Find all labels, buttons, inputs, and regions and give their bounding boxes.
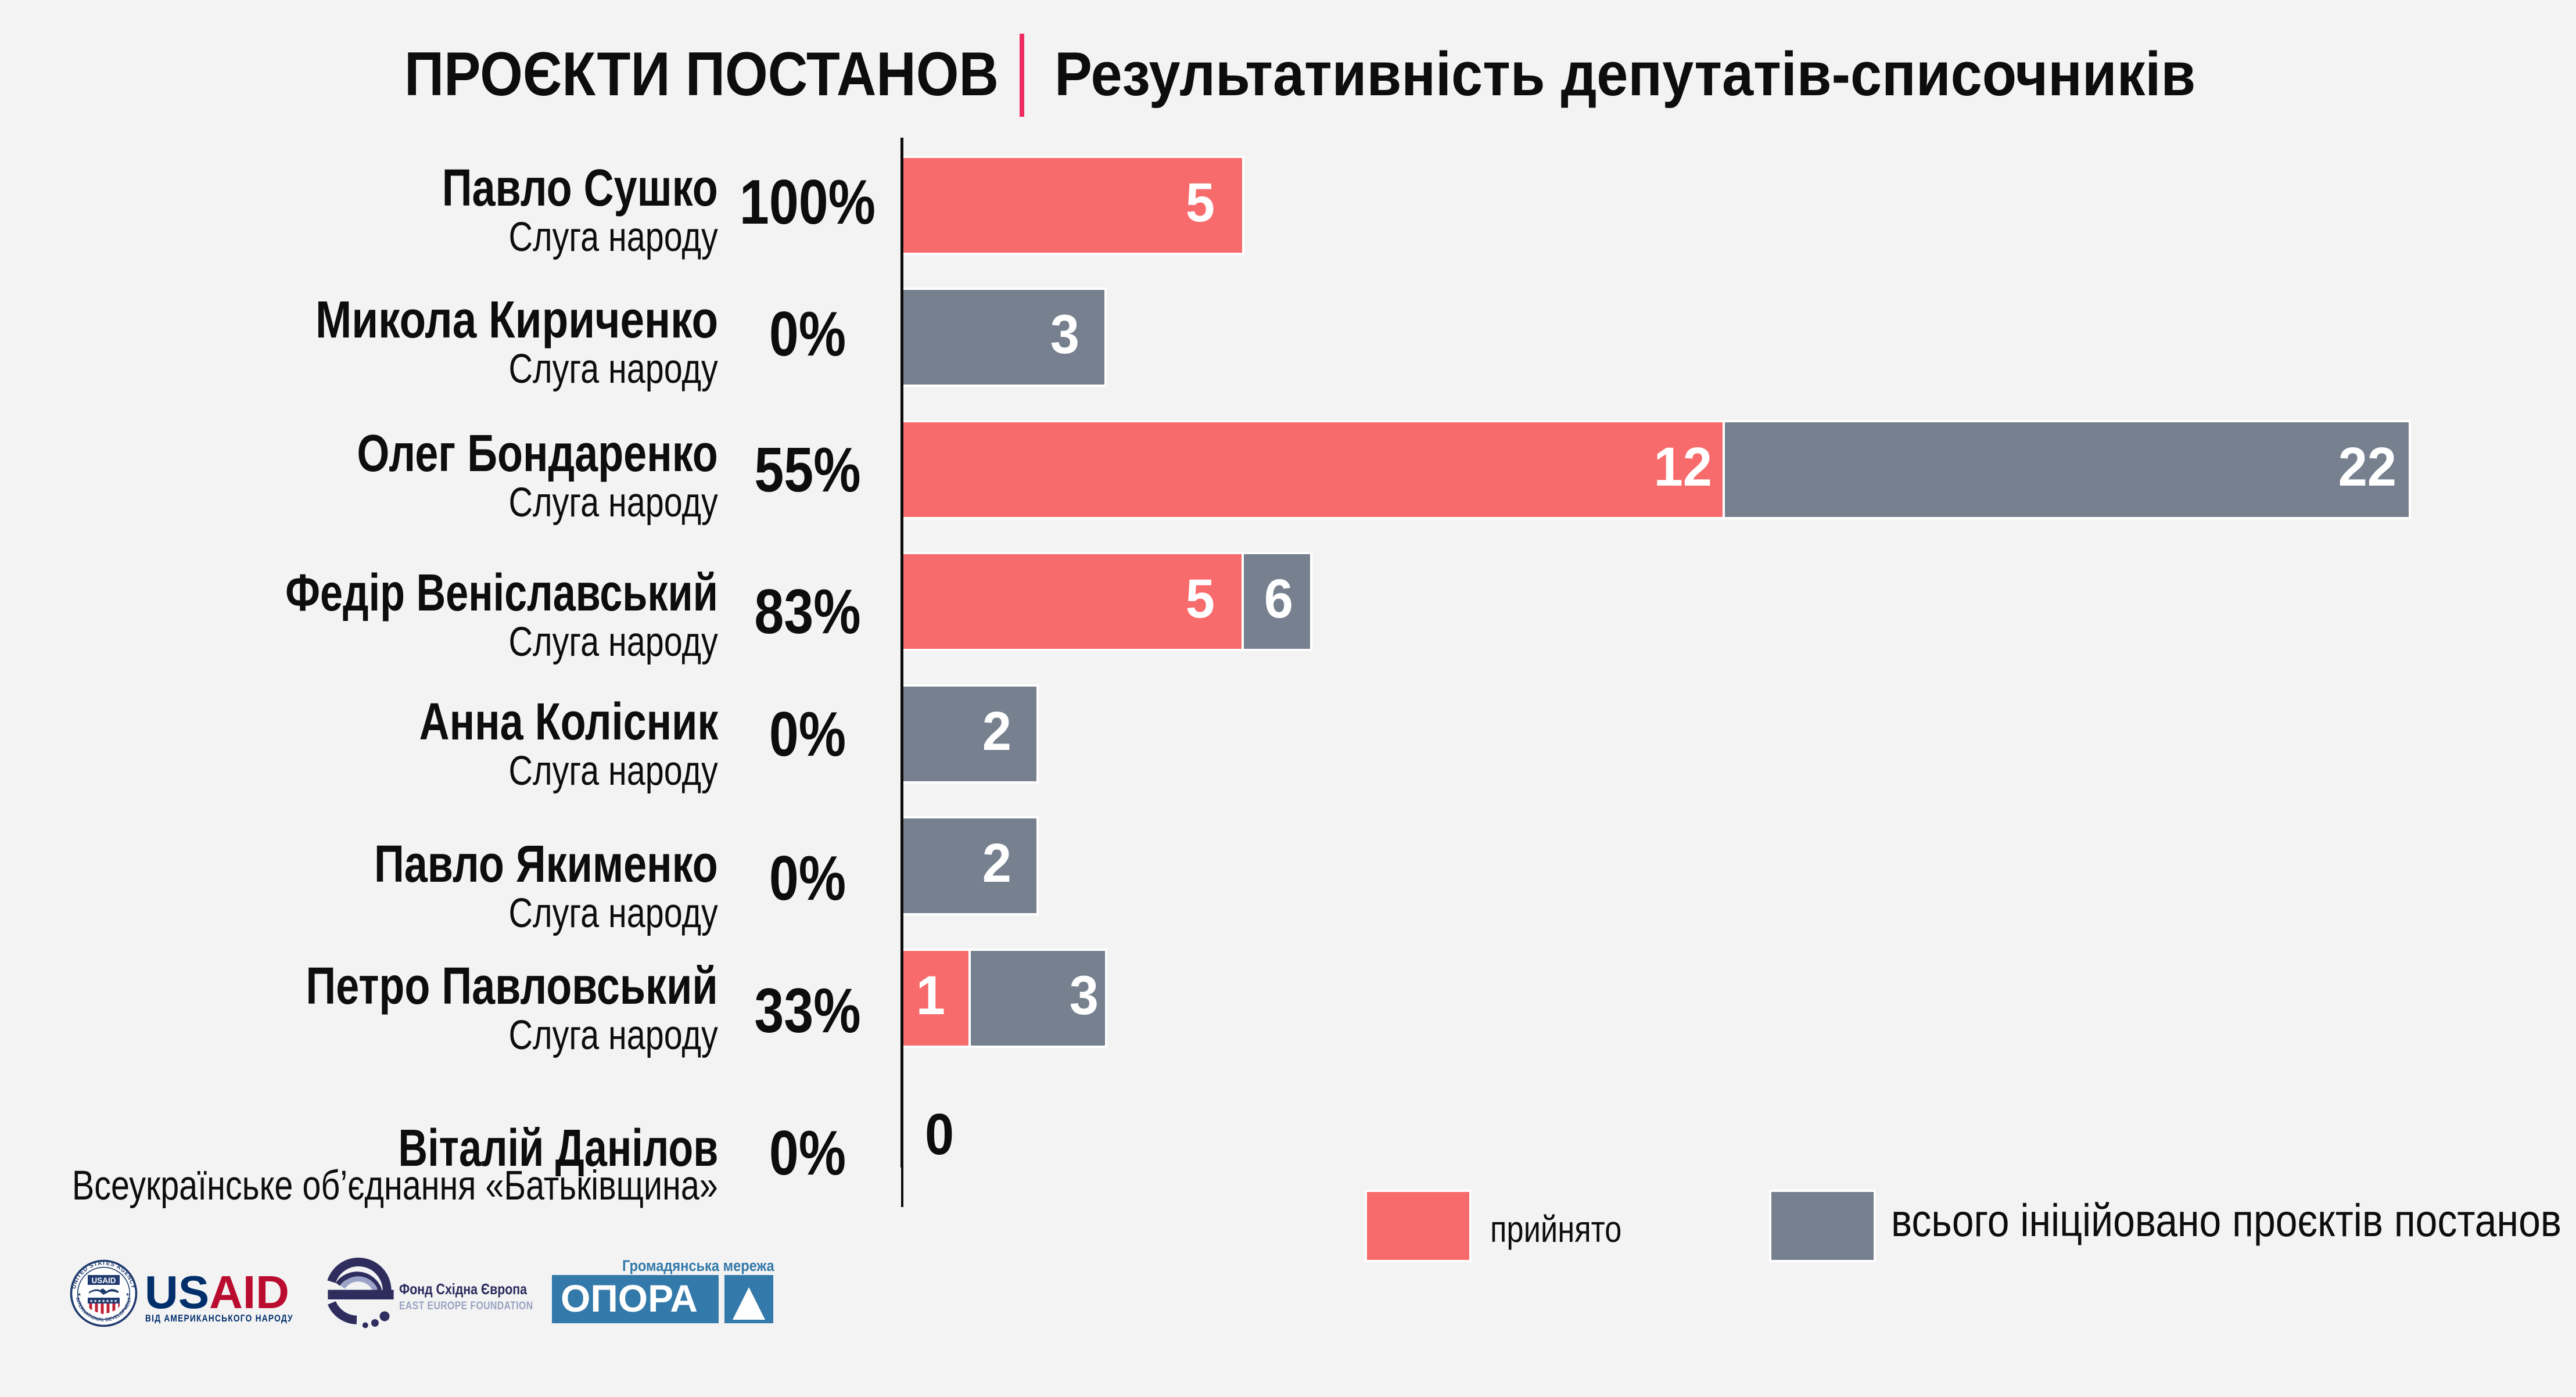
- svg-text:USAID: USAID: [91, 1276, 116, 1285]
- svg-text:★: ★: [110, 1299, 113, 1303]
- svg-text:★: ★: [106, 1299, 109, 1303]
- svg-text:★: ★: [89, 1299, 93, 1303]
- svg-text:★: ★: [125, 1292, 130, 1297]
- svg-text:★: ★: [94, 1299, 97, 1303]
- svg-text:★: ★: [102, 1299, 105, 1303]
- svg-text:★: ★: [77, 1292, 81, 1297]
- svg-text:★: ★: [98, 1299, 101, 1303]
- svg-text:★: ★: [114, 1299, 117, 1303]
